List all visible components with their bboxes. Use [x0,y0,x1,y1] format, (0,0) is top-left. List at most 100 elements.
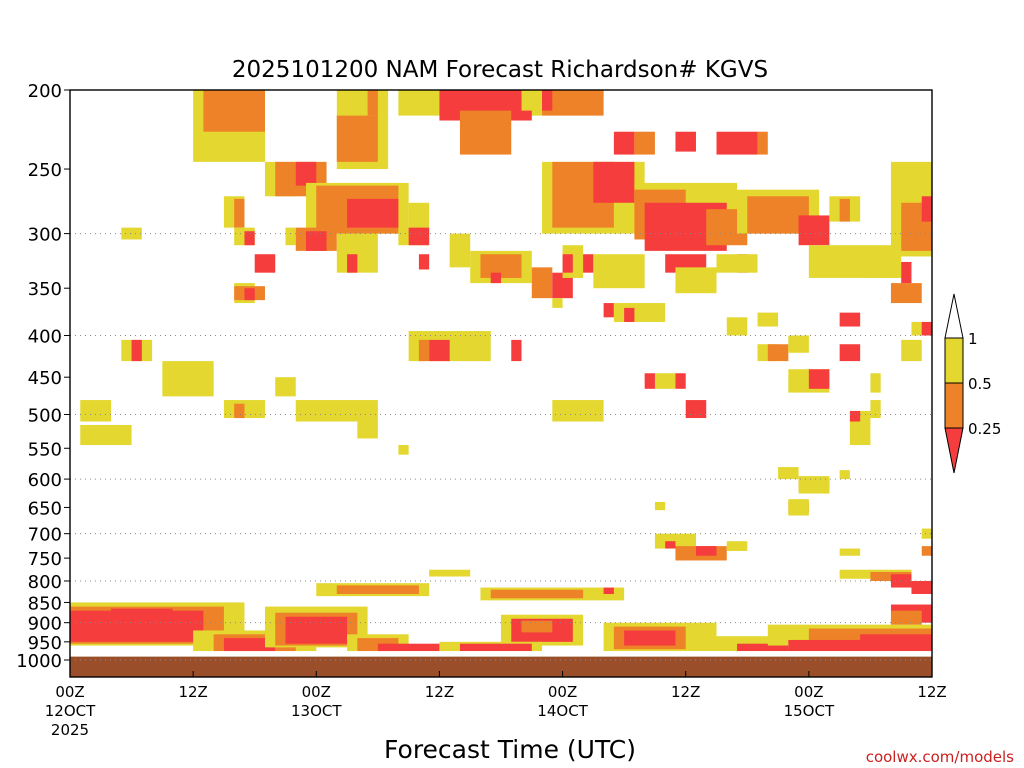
ri-cell-o [921,546,932,556]
ri-cell-y [798,476,830,494]
x-tick-label: 00Z [794,683,823,701]
y-tick-label: 350 [28,279,62,300]
ri-cell-o [480,254,522,278]
ri-cell-r [347,198,399,228]
y-axis: 200 250 300 350 400 450 500 550 600 650 700 7508008… [16,81,70,672]
ri-cell-r [418,254,430,270]
y-tick-label: 650 [28,498,62,519]
ri-cell-r [613,131,635,155]
ground-layer [70,655,932,677]
y-tick-label: 300 [28,225,62,246]
x-tick-label: 12Z [917,683,946,701]
y-tick-label: 450 [28,368,62,389]
ri-cell-r [675,373,686,389]
ri-cell-y [80,400,112,422]
ri-cell-y [778,467,799,480]
y-tick-label: 700 [28,525,62,546]
ri-cell-r [459,643,532,652]
ri-cell-r [223,638,276,652]
ri-cell-o [336,115,378,162]
ri-cell-y [429,569,471,577]
ri-cell-r [131,339,142,362]
ri-cell-y [757,312,779,327]
ri-cell-y [788,499,809,516]
ri-cell-r [911,580,932,595]
ri-cell-r [603,303,614,318]
ri-cell-r [921,321,932,336]
ri-cell-r [490,272,501,284]
ri-cell-r [890,574,912,588]
ri-cell-o [890,610,922,625]
ri-cell-r [111,608,173,635]
ri-cell-y [162,361,214,397]
x-tick-label: 00Z [302,683,331,701]
ri-cell-o [418,339,430,362]
ri-cell-r [295,161,317,186]
ri-cell-y [121,227,142,240]
legend-label: 0.25 [968,420,1001,438]
ri-cell-r [408,227,430,246]
ri-cell-o [890,283,922,304]
ri-cell-y [870,373,881,393]
ri-cell-o [839,198,850,222]
ground-band [70,656,932,677]
ri-cell-r [552,272,573,299]
ri-cell-y [726,541,748,551]
ri-cell-y [295,400,378,422]
ri-cell-o [234,403,245,419]
ri-cell-y [654,373,676,389]
ri-cell-r [849,410,861,422]
ri-cell-r [665,541,676,549]
x-date-label: 15OCT [784,702,835,720]
ri-cell-y [80,424,132,446]
ri-cell-y [223,400,265,419]
y-tick-label: 800 [28,572,62,593]
chart-title: 2025101200 NAM Forecast Richardson# KGVS [232,57,768,83]
legend-label: 0.5 [968,375,992,393]
ri-cell-y [552,400,604,422]
ri-cell-r [377,643,440,652]
legend-label: 1 [968,330,978,348]
ri-cell-y [839,470,850,480]
ri-cell-y [788,335,809,353]
y-tick-label: 900 [28,614,62,635]
y-tick-label: 500 [28,406,62,427]
ri-cell-r [244,231,255,246]
ri-cell-o [490,589,584,599]
ri-cell-r [624,630,676,646]
colorbar-legend: 1 0.5 0.25 [944,293,1001,474]
ri-cell-y [593,254,645,289]
y-tick-label: 550 [28,439,62,460]
ri-cell-y [449,233,471,268]
x-tick-label: 12Z [671,683,700,701]
ri-cell-r [593,161,635,203]
ri-cell-r [644,373,655,389]
ri-cell-r [429,339,450,362]
ri-cell-r [603,587,614,595]
ri-cell-r [285,616,348,644]
x-year-label: 2025 [51,721,89,739]
x-date-label: 12OCT [45,702,96,720]
ri-cell-y [716,254,758,273]
y-tick-label: 850 [28,593,62,614]
legend-swatch-0.5-1 [944,337,964,384]
ri-cell-r [798,215,830,246]
ri-cell-r [839,312,861,327]
legend-below-arrow [944,427,964,474]
y-tick-label: 400 [28,326,62,347]
x-axis-label: Forecast Time (UTC) [384,735,636,764]
ri-cell-r [254,254,276,273]
ri-cell-r [562,254,573,273]
x-tick-label: 12Z [178,683,207,701]
ri-cell-y [552,298,563,308]
ri-cell-r [716,131,758,155]
data-cells [70,90,932,652]
ri-cell-o [234,198,245,228]
ri-cell-y [654,501,666,511]
y-tick-label: 950 [28,633,62,654]
y-tick-label: 250 [28,160,62,181]
ri-cell-y [901,339,922,362]
ri-cell-y [921,528,932,539]
ri-cell-r [306,231,327,251]
